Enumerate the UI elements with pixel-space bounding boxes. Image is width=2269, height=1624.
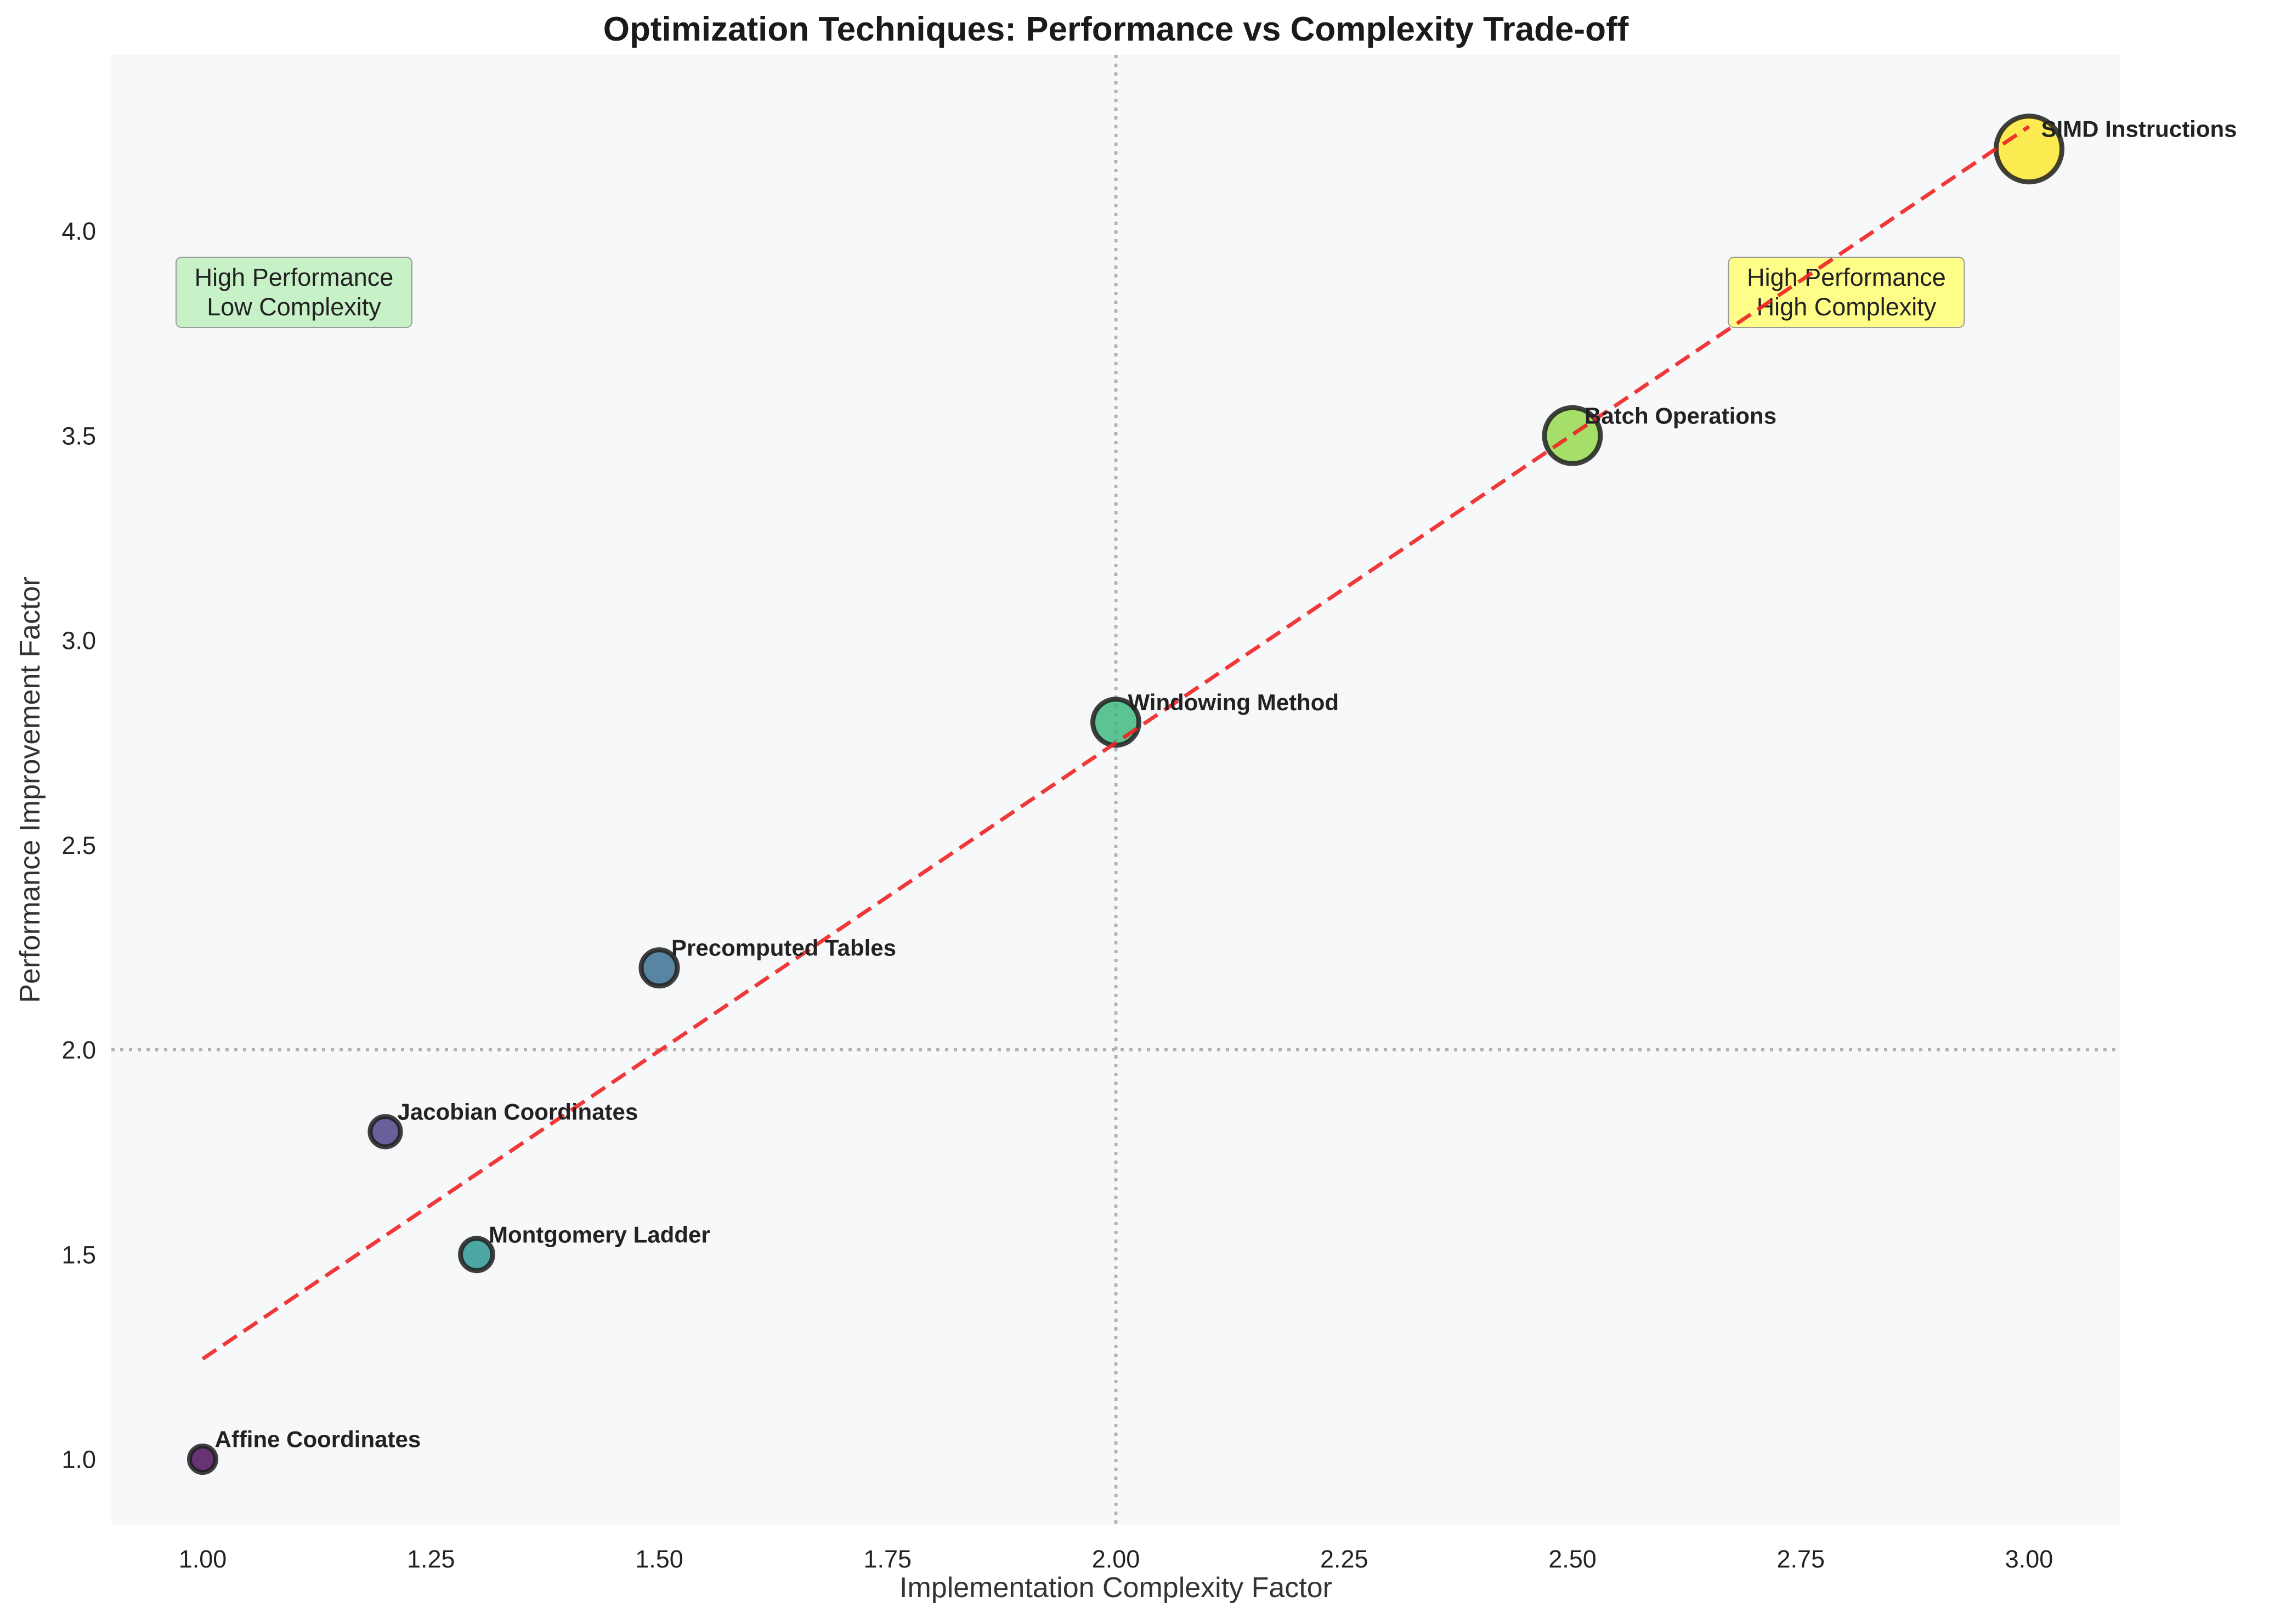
y-axis-label: Performance Improvement Factor [14,576,46,1003]
x-tick-label: 1.00 [179,1545,227,1573]
x-axis-ticks: 1.00 1.25 1.50 1.75 2.00 2.25 2.50 2.75 3.00 [179,1545,2053,1573]
annotation-text: Low Complexity [207,293,381,321]
annotation-text: High Complexity [1757,293,1937,321]
y-tick-label: 3.5 [61,422,96,450]
annotation-text: High Performance [195,263,394,291]
trend-line [201,125,2030,1361]
data-point [367,1114,403,1150]
reference-lines [111,55,2120,1525]
annotation-box [1728,256,1965,328]
point-label: Jacobian Coordinates [398,1099,638,1124]
data-point [187,1444,218,1475]
x-tick-label: 2.25 [1320,1545,1368,1573]
y-axis-ticks: 1.0 1.5 2.0 2.5 3.0 3.5 4.0 [61,217,96,1474]
x-tick-label: 2.00 [1092,1545,1140,1573]
y-tick-label: 3.0 [61,627,96,655]
y-tick-label: 2.0 [61,1036,96,1064]
point-label: Affine Coordinates [215,1427,421,1452]
point-labels: Affine Coordinates Jacobian Coordinates Mo… [215,116,2237,1452]
data-point [1542,405,1603,466]
chart-title: Optimization Techniques: Performance vs … [603,10,1629,48]
point-label: Precomputed Tables [671,935,896,961]
annotation-text: High Performance [1747,263,1946,291]
point-label: SIMD Instructions [2041,116,2237,142]
data-point [638,947,680,989]
data-point [458,1236,495,1274]
point-label: Windowing Method [1128,689,1339,715]
x-tick-label: 1.25 [407,1545,455,1573]
point-label: Batch Operations [1585,403,1776,428]
point-label: Montgomery Ladder [489,1221,710,1247]
x-tick-label: 3.00 [2005,1545,2053,1573]
data-points [187,114,2064,1475]
x-tick-label: 2.75 [1776,1545,1825,1573]
annotation-box [176,256,412,328]
x-axis-label: Implementation Complexity Factor [899,1572,1332,1604]
x-tick-label: 1.75 [863,1545,912,1573]
y-tick-label: 4.0 [61,217,96,245]
y-tick-label: 1.5 [61,1241,96,1269]
y-tick-label: 2.5 [61,831,96,859]
x-tick-label: 2.50 [1548,1545,1597,1573]
y-tick-label: 1.0 [61,1446,96,1474]
x-tick-label: 1.50 [635,1545,683,1573]
